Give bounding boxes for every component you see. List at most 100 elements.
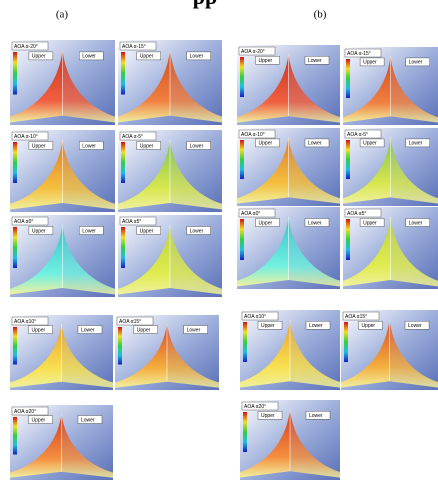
aoa-label: AOA α5° [122, 219, 141, 225]
lower-box [404, 320, 430, 330]
panel: AOA α-10° Upper Lower [237, 128, 340, 206]
wing-lower [390, 216, 438, 287]
panel: AOA α10° Upper Lower [240, 310, 340, 390]
aoa-label: AOA α10° [14, 319, 36, 325]
lower-box [186, 141, 211, 150]
color-bar [240, 57, 244, 97]
color-bar [13, 52, 17, 95]
aoa-label: AOA α5° [347, 211, 366, 217]
upper-label: Upper [261, 323, 275, 329]
lower-box [305, 410, 331, 420]
lower-label: Lower [190, 54, 204, 60]
aoa-box [119, 41, 157, 51]
panel: AOA α20° Upper Lower [10, 405, 113, 480]
aoa-label: AOA α15° [119, 319, 141, 325]
aoa-box [116, 316, 154, 326]
upper-label: Upper [32, 143, 46, 149]
lower-box [186, 226, 211, 235]
lower-box [305, 320, 331, 330]
lower-box [79, 51, 104, 61]
aoa-label: AOA α20° [244, 404, 266, 410]
upper-label: Upper [32, 327, 46, 333]
wing-upper [240, 409, 290, 478]
aoa-box [344, 48, 382, 58]
wing-upper [10, 139, 63, 210]
wing-lower [389, 319, 438, 388]
upper-box [359, 218, 385, 227]
wing-lower [61, 414, 113, 478]
aoa-box [11, 41, 49, 51]
wing-lower [290, 409, 340, 478]
panel: AOA α20° Upper Lower [240, 400, 340, 480]
aoa-box [11, 131, 49, 141]
panel: AOA α-5° Upper Lower [118, 130, 222, 212]
lower-box [183, 325, 208, 334]
aoa-box [11, 406, 49, 416]
lower-label: Lower [190, 143, 204, 149]
aoa-box [241, 311, 279, 321]
figure-label: (a) [56, 9, 69, 21]
aoa-box [11, 216, 49, 226]
lower-box [79, 226, 104, 235]
lower-box [79, 141, 104, 150]
figure-label: (b) [314, 9, 327, 21]
wing-lower [61, 324, 113, 388]
lower-box [304, 55, 330, 65]
upper-label: Upper [363, 60, 377, 66]
wing-upper [341, 319, 390, 388]
lower-label: Lower [82, 54, 96, 60]
panel: AOA α-10° Upper Lower [10, 130, 115, 212]
wing-upper [343, 56, 391, 123]
aoa-label: AOA α20° [14, 409, 36, 415]
upper-box [28, 141, 54, 150]
color-bar [243, 412, 247, 452]
color-bar [346, 59, 350, 98]
wing-lower [170, 50, 222, 123]
aoa-box [238, 129, 276, 139]
aoa-box [241, 401, 279, 411]
color-bar [13, 417, 17, 455]
upper-label: Upper [363, 141, 377, 147]
wing-upper [10, 224, 63, 295]
wing-upper [343, 137, 391, 204]
upper-label: Upper [259, 58, 273, 64]
aoa-label: AOA α-20° [241, 49, 265, 55]
lower-label: Lower [408, 323, 422, 329]
color-bar [240, 219, 244, 260]
aoa-label: AOA α-20° [14, 44, 38, 50]
lower-box [405, 138, 430, 148]
wing-upper [115, 324, 167, 388]
aoa-box [342, 311, 380, 321]
upper-box [28, 325, 53, 334]
panel: AOA α-20° Upper Lower [237, 45, 340, 125]
heading: pp [193, 0, 217, 9]
wing-lower [62, 224, 115, 295]
color-bar [118, 327, 122, 365]
aoa-label: AOA α10° [244, 314, 266, 320]
wing-lower [288, 216, 340, 287]
panel: AOA α10° Upper Lower [10, 315, 113, 390]
wing-upper [10, 414, 62, 478]
upper-label: Upper [32, 417, 46, 423]
aoa-label: AOA α-10° [241, 132, 265, 138]
aoa-box [344, 208, 382, 218]
wing-upper [237, 137, 289, 204]
color-bar [13, 327, 17, 365]
aoa-label: AOA α-5° [347, 132, 368, 138]
aoa-label: AOA α15° [345, 314, 367, 320]
panel: AOA α-15° Upper Lower [343, 47, 438, 125]
lower-box [405, 57, 430, 67]
upper-box [28, 51, 54, 61]
lower-label: Lower [309, 413, 323, 419]
wing-upper [237, 216, 289, 287]
lower-label: Lower [82, 143, 96, 149]
panel: AOA α-5° Upper Lower [343, 128, 438, 206]
lower-box [77, 325, 103, 334]
upper-box [28, 226, 54, 235]
lower-box [304, 218, 330, 227]
panel: AOA α-15° Upper Lower [118, 40, 222, 125]
aoa-label: AOA α-10° [14, 134, 38, 140]
wing-upper [237, 54, 289, 123]
